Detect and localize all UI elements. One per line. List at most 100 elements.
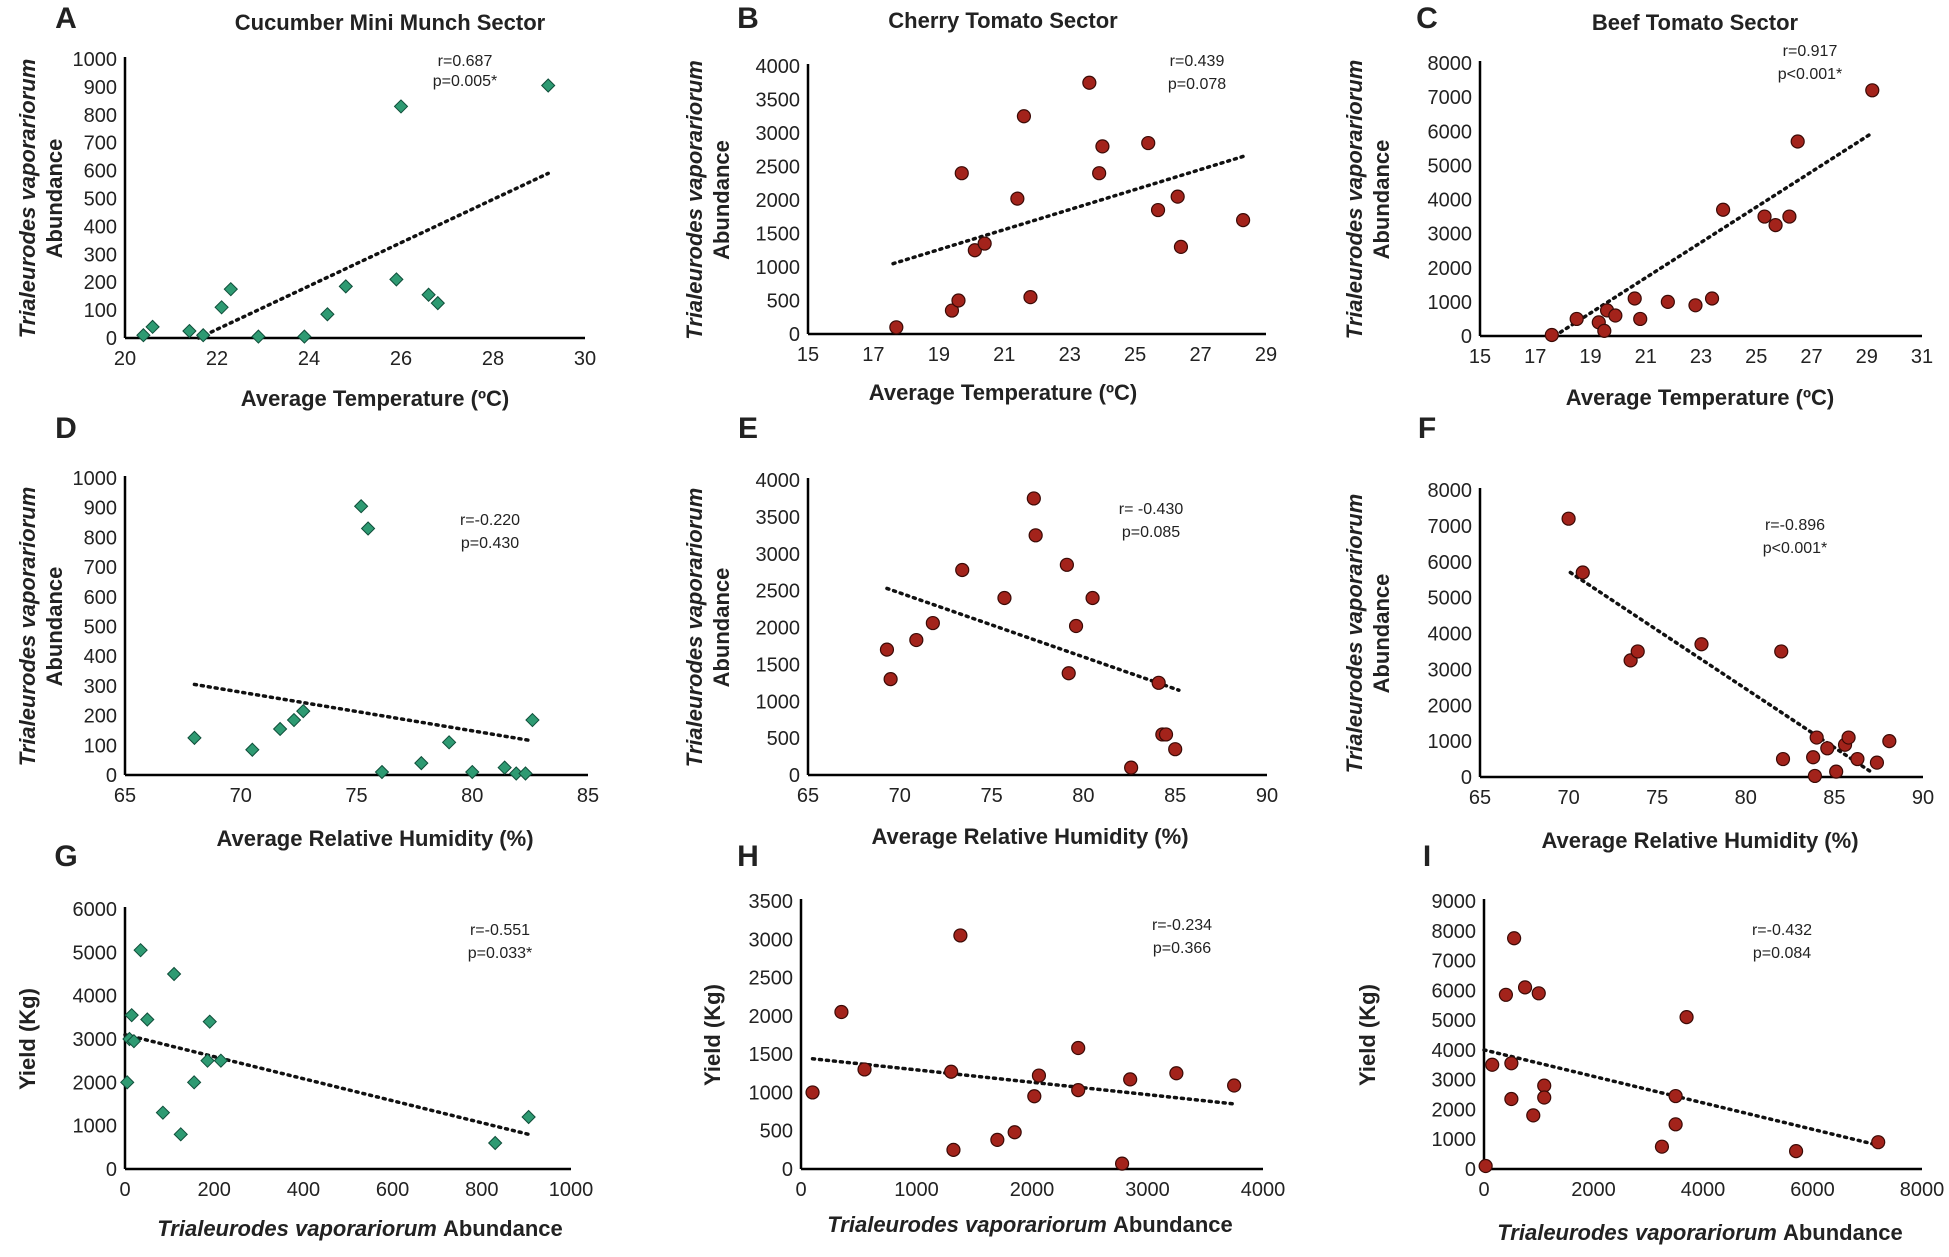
x-axis-title-species: Trialeurodes vaporariorum	[157, 1216, 443, 1241]
data-point	[925, 615, 940, 631]
data-point	[202, 1014, 217, 1029]
y-tick-label: 0	[1461, 767, 1472, 789]
data-point	[1820, 741, 1835, 756]
data-point	[1507, 931, 1522, 946]
y-tick-label: 9000	[1432, 891, 1477, 913]
data-point	[1788, 1144, 1804, 1159]
y-tick-label: 7000	[1428, 87, 1473, 109]
data-point	[883, 672, 898, 687]
x-tick-label: 15	[797, 344, 819, 366]
panel-letter: H	[737, 840, 759, 873]
panel-title: Cherry Tomato Sector	[888, 8, 1118, 33]
x-tick-label: 4000	[1241, 1179, 1286, 1201]
x-tick-label: 80	[461, 785, 483, 807]
stat-label: p=0.430	[461, 535, 519, 552]
data-point	[173, 1127, 188, 1142]
panel-letter: E	[738, 412, 758, 445]
stat-label: r=0.917	[1783, 43, 1838, 60]
data-point	[1679, 1010, 1694, 1025]
x-tick-label: 75	[1646, 787, 1668, 809]
data-point	[1850, 751, 1865, 767]
data-point	[1061, 666, 1076, 681]
y-tick-label: 1000	[749, 1082, 794, 1104]
y-tick-label: 1500	[756, 654, 801, 676]
x-tick-label: 8000	[1900, 1179, 1945, 1201]
data-point	[195, 328, 211, 343]
panel-g: G 0 1000 2000 3000 4000 5000 6000 0 200 400 600 800 1…	[15, 840, 593, 1241]
stat-label: p=0.085	[1122, 524, 1180, 541]
data-point	[1882, 734, 1897, 749]
y-tick-label: 2500	[749, 968, 794, 990]
y-tick-label: 2000	[1428, 695, 1473, 717]
data-point	[251, 329, 266, 344]
data-point	[1790, 134, 1805, 149]
data-point	[1575, 565, 1590, 580]
y-tick-label: 3500	[749, 891, 794, 913]
x-tick-label: 70	[1557, 787, 1579, 809]
data-point	[1498, 987, 1514, 1002]
x-tick-label: 65	[114, 785, 136, 807]
data-point	[518, 766, 533, 781]
data-point	[954, 166, 969, 181]
data-point	[1504, 1056, 1519, 1071]
x-axis-title: Average Relative Humidity (%)	[216, 826, 533, 851]
y-axis-title-species: Trialeurodes vaporariorum	[1342, 494, 1367, 774]
data-point	[1544, 327, 1559, 343]
y-tick-label: 500	[767, 728, 800, 750]
x-tick-label: 29	[1856, 346, 1878, 368]
y-axis-title: Trialeurodes vaporariorumAbundance	[15, 59, 67, 339]
panel-letter: D	[55, 412, 77, 445]
data-point	[136, 328, 151, 343]
y-tick-label: 300	[84, 676, 117, 698]
panel-i: I 0 1000 2000 3000 4000 5000 6000 7000 8000 9000 0 2…	[1355, 840, 1944, 1245]
x-tick-label: 22	[206, 348, 228, 370]
data-point	[1150, 202, 1166, 218]
data-point	[1170, 189, 1185, 204]
y-tick-label: 4000	[1428, 190, 1473, 212]
y-axis-title: Yield (Kg)	[1355, 984, 1380, 1086]
x-tick-label: 0	[119, 1179, 130, 1201]
x-tick-label: 21	[1635, 346, 1657, 368]
data-point	[909, 632, 924, 648]
y-tick-label: 700	[84, 133, 117, 155]
data-point	[1026, 491, 1041, 506]
y-tick-label: 8000	[1428, 53, 1473, 75]
x-tick-label: 28	[482, 348, 504, 370]
x-tick-label: 400	[287, 1179, 320, 1201]
y-tick-label: 2500	[756, 157, 801, 179]
data-point	[521, 1109, 536, 1125]
x-axis-title: Average Relative Humidity (%)	[871, 824, 1188, 849]
y-axis-title-text: Abundance	[1369, 574, 1394, 694]
y-tick-label: 6000	[73, 899, 118, 921]
data-point	[834, 1004, 849, 1020]
data-point	[120, 1075, 135, 1090]
data-point	[1630, 644, 1645, 659]
panel-f: F 0 1000 2000 3000 4000 5000 6000 7000 8000 65 70 75…	[1342, 412, 1934, 853]
y-tick-label: 2000	[756, 618, 801, 640]
x-tick-label: 21	[993, 344, 1015, 366]
x-tick-label: 90	[1256, 785, 1278, 807]
data-point	[296, 703, 311, 719]
data-point	[1608, 308, 1623, 323]
data-point	[182, 323, 197, 339]
y-tick-label: 2000	[1428, 258, 1473, 280]
y-tick-label: 4000	[756, 56, 801, 78]
data-point	[977, 236, 992, 251]
x-tick-label: 80	[1072, 785, 1094, 807]
y-tick-label: 4000	[1432, 1040, 1477, 1062]
y-tick-label: 5000	[1428, 155, 1473, 177]
data-point	[1068, 618, 1084, 634]
data-point	[1806, 750, 1821, 765]
data-point	[155, 1105, 171, 1120]
data-point	[955, 562, 970, 578]
data-point	[946, 1142, 961, 1157]
stat-label: p<0.001*	[1778, 66, 1843, 83]
data-point	[1526, 1108, 1541, 1123]
y-tick-label: 800	[84, 527, 117, 549]
data-point	[540, 78, 556, 93]
x-tick-label: 1000	[549, 1179, 594, 1201]
data-point	[286, 712, 302, 728]
panel-a: A Cucumber Mini Munch Sector 0 100 200 300 400…	[15, 2, 596, 411]
x-axis-title: Average Relative Humidity (%)	[1541, 828, 1858, 853]
